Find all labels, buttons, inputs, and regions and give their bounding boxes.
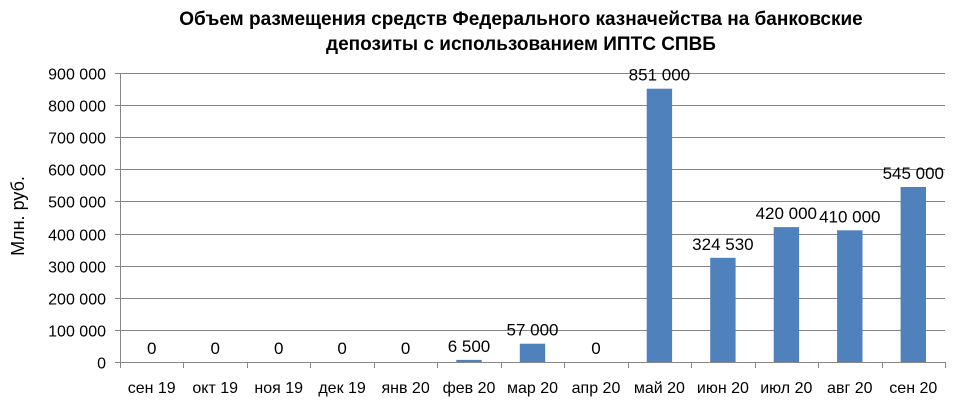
bar: [837, 230, 863, 362]
data-label: 0: [274, 339, 283, 358]
x-tick-label: дек 19: [318, 380, 366, 397]
data-label: 851 000: [629, 66, 690, 85]
bar: [900, 187, 926, 362]
y-tick-label: 0: [97, 356, 106, 373]
data-label: 0: [337, 339, 346, 358]
y-tick-label: 200 000: [48, 292, 106, 309]
y-axis-label: Млн. руб.: [8, 176, 28, 256]
data-label: 0: [401, 339, 410, 358]
y-tick-label: 100 000: [48, 324, 106, 341]
data-label: 324 530: [692, 235, 753, 254]
bar: [646, 88, 673, 362]
chart-title-line-2: депозиты с использованием ИПТС СПВБ: [326, 34, 716, 55]
axes: [120, 73, 946, 368]
data-label: 57 000: [507, 321, 559, 340]
x-tick-labels: сен 19 окт 19 ноя 19 дек 19 янв 20 фев 20 мар …: [128, 380, 938, 397]
data-label: 410 000: [819, 207, 880, 226]
x-tick-label: окт 19: [192, 380, 238, 397]
chart-title-line-1: Объем размещения средств Федерального ка…: [179, 9, 862, 30]
y-tick-label: 600 000: [48, 163, 106, 180]
y-tick-label: 800 000: [48, 99, 106, 116]
y-tick-label: 400 000: [48, 228, 106, 245]
x-tick-label: ноя 19: [254, 380, 303, 397]
data-label: 0: [147, 339, 156, 358]
y-tick-label: 700 000: [48, 131, 106, 148]
x-tick-label: мар 20: [507, 380, 558, 397]
y-tick-label: 900 000: [48, 67, 106, 84]
bar: [456, 359, 482, 362]
data-label: 545 000: [883, 164, 944, 183]
y-tick-label: 300 000: [48, 260, 106, 277]
x-tick-label: июн 20: [697, 380, 749, 397]
x-tick-label: фев 20: [443, 380, 496, 397]
bar: [710, 257, 736, 362]
x-tick-label: апр 20: [572, 380, 621, 397]
x-tick-label: июл 20: [760, 380, 812, 397]
x-tick-label: май 20: [634, 380, 685, 397]
x-tick-label: авг 20: [827, 380, 873, 397]
x-tick-label: сен 19: [128, 380, 176, 397]
x-tick-label: янв 20: [381, 380, 429, 397]
y-tick-labels: 0 100 000 200 000 300 000 400 000 500 000 600 …: [48, 67, 106, 373]
y-tick-label: 500 000: [48, 195, 106, 212]
data-label: 0: [591, 339, 600, 358]
bar: [519, 343, 546, 362]
data-label: 420 000: [756, 204, 817, 223]
data-label: 6 500: [448, 337, 491, 356]
bars: [456, 88, 926, 362]
gridlines: [115, 73, 945, 363]
bar: [773, 227, 800, 362]
data-label: 0: [210, 339, 219, 358]
x-tick-label: сен 20: [889, 380, 937, 397]
